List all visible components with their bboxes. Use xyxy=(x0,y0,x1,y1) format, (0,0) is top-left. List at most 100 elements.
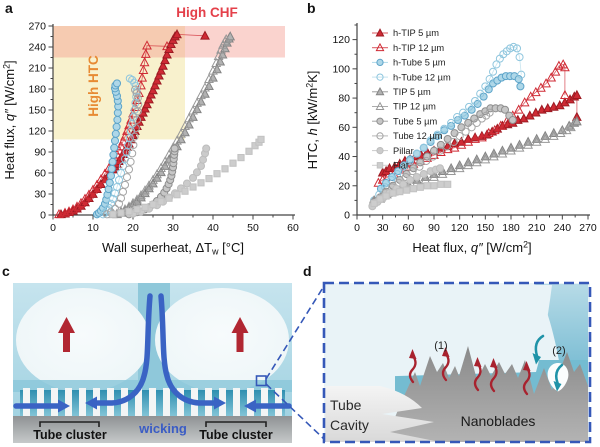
legend-item-h-Tube 12 µm: h-Tube 12 µm xyxy=(372,72,451,82)
svg-text:60: 60 xyxy=(402,222,414,234)
svg-text:20: 20 xyxy=(127,222,139,234)
nanoblades-shape xyxy=(385,346,588,442)
mechanism-2-label: (2) xyxy=(552,345,565,357)
evaporation-arrowheads xyxy=(409,347,531,371)
svg-text:60: 60 xyxy=(287,222,299,234)
legend-item-Tube 12 µm: Tube 12 µm xyxy=(372,131,443,141)
svg-text:0: 0 xyxy=(40,210,46,222)
svg-text:h-TIP 5 µm: h-TIP 5 µm xyxy=(393,28,439,38)
svg-text:210: 210 xyxy=(528,222,546,234)
legend-item-h-TIP 5 µm: h-TIP 5 µm xyxy=(372,28,439,38)
svg-text:h-Tube 5 µm: h-Tube 5 µm xyxy=(393,58,446,68)
series-Flat xyxy=(109,135,265,218)
condensation-arrows xyxy=(534,334,564,386)
x-axis-title: Heat flux, q″ [W/cm2] xyxy=(412,240,531,256)
condensate-droplet xyxy=(547,363,569,392)
ticks: 0 10 20 30 40 50 60 0 30 60 90 120 150 180 210 240 270 xyxy=(28,21,299,234)
ticks: 0 30 60 90 120 150 180 210 240 270 0 20 40 60 80 100 120 xyxy=(332,24,597,234)
x-axis-title: Wall superheat, ΔTw [°C] xyxy=(102,240,244,257)
svg-text:240: 240 xyxy=(554,222,572,234)
wicking-label: wicking xyxy=(138,421,187,436)
annotation: High HTC xyxy=(86,55,101,117)
magnifier-box xyxy=(255,375,267,387)
svg-text:180: 180 xyxy=(502,222,520,234)
svg-text:30: 30 xyxy=(167,222,179,234)
svg-text:180: 180 xyxy=(28,84,46,96)
legend-item-Pillar: Pillar xyxy=(372,146,414,156)
svg-text:120: 120 xyxy=(28,126,46,138)
y-axis-title: HTC, h [kW/m2K] xyxy=(305,71,321,170)
tube-cavity-label-line1: Tube xyxy=(330,397,362,413)
svg-text:h-Tube 12 µm: h-Tube 12 µm xyxy=(393,72,451,82)
cluster-brackets xyxy=(39,421,267,427)
svg-text:Tube 12 µm: Tube 12 µm xyxy=(393,131,443,141)
svg-text:Flat: Flat xyxy=(393,161,409,171)
vapor-bubble-left xyxy=(16,288,150,392)
tube-cluster-label-left: Tube cluster xyxy=(33,428,107,442)
callout-dashed-lines xyxy=(265,285,325,440)
nanoblades-label: Nanoblades xyxy=(461,413,536,429)
vapor-up-arrow-left xyxy=(58,317,75,352)
svg-text:270: 270 xyxy=(579,222,597,234)
boiling-curve-chart: 0 10 20 30 40 50 60 0 30 60 90 120 150 180 210 240 270 Hi… xyxy=(2,5,299,257)
annotation: High CHF xyxy=(176,5,238,20)
svg-text:240: 240 xyxy=(28,42,46,54)
evaporation-arrows xyxy=(408,352,531,396)
y-axis-title: Heat flux, q″ [W/cm2] xyxy=(2,60,18,179)
wicking-arrowheads xyxy=(58,396,256,413)
svg-text:90: 90 xyxy=(34,147,46,159)
htc-chart: 0 30 60 90 120 150 180 210 240 270 0 20 40 60 80 100 120… xyxy=(305,23,597,256)
svg-text:20: 20 xyxy=(338,180,350,192)
svg-text:30: 30 xyxy=(34,189,46,201)
svg-text:TIP 12 µm: TIP 12 µm xyxy=(393,102,436,112)
svg-text:120: 120 xyxy=(332,34,350,46)
svg-text:150: 150 xyxy=(28,105,46,117)
legend-item-h-TIP 12 µm: h-TIP 12 µm xyxy=(372,42,444,53)
vapor-up-arrow-right xyxy=(231,317,249,352)
legend-item-Tube 5 µm: Tube 5 µm xyxy=(372,116,438,126)
svg-text:100: 100 xyxy=(332,63,350,75)
mechanism-1-label: (1) xyxy=(434,340,447,352)
svg-text:120: 120 xyxy=(451,222,469,234)
svg-text:50: 50 xyxy=(247,222,259,234)
panel-c-label: c xyxy=(2,263,10,279)
panel-b-label: b xyxy=(307,0,316,16)
svg-text:30: 30 xyxy=(377,222,389,234)
bubble-interior xyxy=(330,285,552,378)
svg-text:150: 150 xyxy=(477,222,495,234)
svg-text:0: 0 xyxy=(354,222,360,234)
legend-item-TIP 12 µm: TIP 12 µm xyxy=(372,101,436,112)
svg-text:Pillar: Pillar xyxy=(393,146,414,156)
series-h-Tube 5 µm xyxy=(92,79,123,219)
svg-text:60: 60 xyxy=(34,168,46,180)
svg-text:h-TIP 12 µm: h-TIP 12 µm xyxy=(393,43,444,53)
condensation-arrowheads xyxy=(532,353,562,392)
svg-text:0: 0 xyxy=(50,222,56,234)
svg-text:90: 90 xyxy=(428,222,440,234)
svg-text:60: 60 xyxy=(338,122,350,134)
svg-text:Tube 5 µm: Tube 5 µm xyxy=(393,116,438,126)
svg-text:80: 80 xyxy=(338,93,350,105)
heater-base xyxy=(13,416,292,443)
schematic-panels: Tube cluster Tube cluster wicking xyxy=(13,281,592,444)
svg-text:40: 40 xyxy=(338,151,350,163)
svg-text:40: 40 xyxy=(207,222,219,234)
vapor-bubble-right xyxy=(155,288,289,392)
legend-item-h-Tube 5 µm: h-Tube 5 µm xyxy=(372,58,446,68)
tube-cavity-shape xyxy=(325,386,440,442)
panel-d-label: d xyxy=(303,263,312,279)
panel-d-border xyxy=(322,281,592,444)
series-h-TIP 12 µm xyxy=(373,59,570,187)
svg-text:210: 210 xyxy=(28,63,46,75)
panel-a-label: a xyxy=(5,0,13,16)
svg-text:270: 270 xyxy=(28,21,46,33)
wicking-flow-arrows xyxy=(13,293,292,409)
tube-cluster-label-right: Tube cluster xyxy=(199,428,273,442)
legend-item-TIP 5 µm: TIP 5 µm xyxy=(372,86,431,97)
panel-d-schematic: (1) (2) Tube Cavity Nanoblades xyxy=(322,281,592,444)
series-Tube 5 µm xyxy=(370,104,517,206)
svg-text:10: 10 xyxy=(87,222,99,234)
legend: h-TIP 5 µm h-TIP 12 µm h-Tube 5 µm h-Tube 1… xyxy=(372,28,451,171)
legend-item-Flat: Flat xyxy=(372,161,409,171)
